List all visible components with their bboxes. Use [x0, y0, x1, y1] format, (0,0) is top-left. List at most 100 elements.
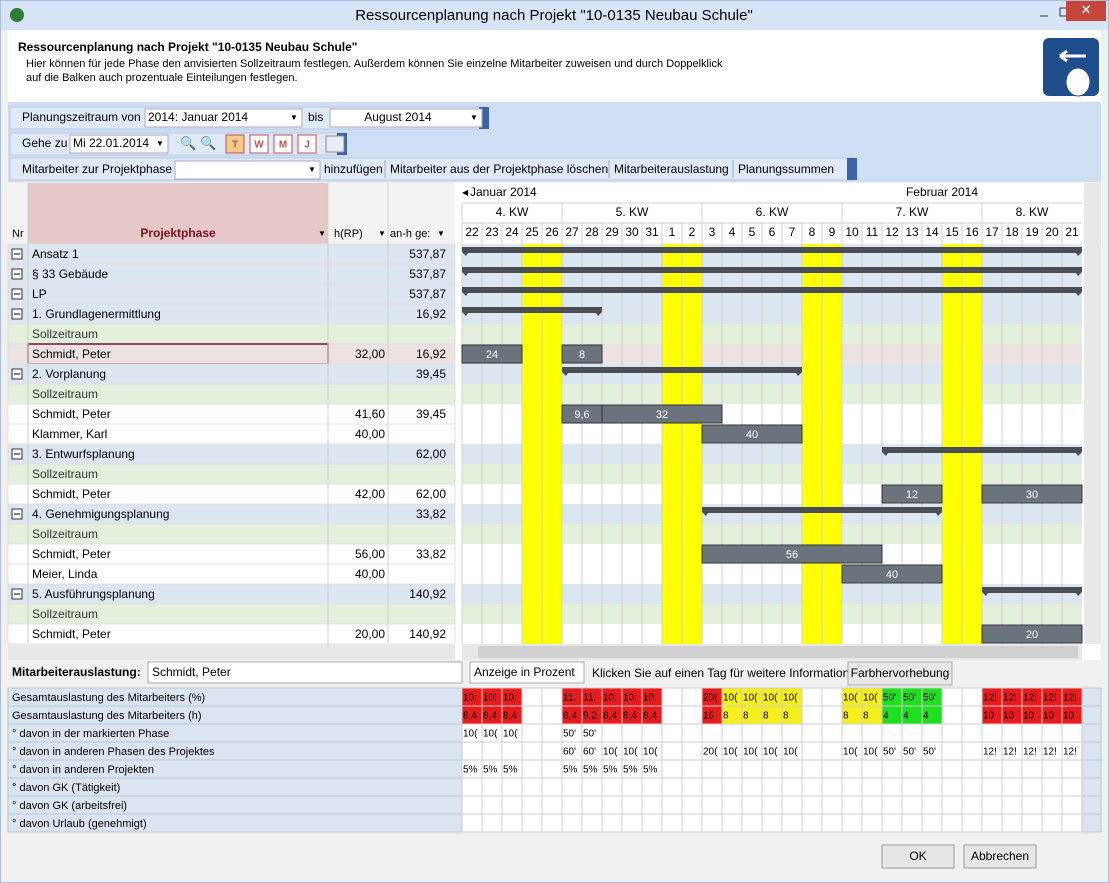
util-cell[interactable]: [1061, 723, 1083, 743]
dialog-button[interactable]: [881, 844, 955, 869]
assignment-bar[interactable]: [881, 484, 943, 504]
util-cell[interactable]: [881, 759, 903, 779]
util-cell[interactable]: [961, 813, 983, 833]
util-cell[interactable]: [921, 777, 943, 797]
row-label[interactable]: Sollzeitraum: [32, 527, 98, 541]
util-cell[interactable]: [461, 777, 483, 797]
util-cell[interactable]: [981, 723, 1003, 743]
util-cell[interactable]: [721, 759, 743, 779]
util-cell[interactable]: [801, 687, 823, 707]
util-cell[interactable]: [521, 813, 543, 833]
util-cell[interactable]: [801, 777, 823, 797]
util-cell[interactable]: [661, 813, 683, 833]
button[interactable]: [847, 661, 953, 686]
util-cell[interactable]: [741, 813, 763, 833]
row-label[interactable]: Sollzeitraum: [32, 387, 98, 401]
util-cell[interactable]: [641, 777, 663, 797]
row-label[interactable]: Schmidt, Peter: [32, 347, 111, 361]
util-cell[interactable]: [701, 795, 723, 815]
assignment-bar[interactable]: [601, 404, 723, 424]
util-cell[interactable]: [961, 687, 983, 707]
util-cell[interactable]: [621, 723, 643, 743]
row-label[interactable]: 4. Genehmigungsplanung: [32, 507, 169, 521]
util-cell[interactable]: [641, 723, 663, 743]
util-cell[interactable]: [561, 795, 583, 815]
util-cell[interactable]: [801, 813, 823, 833]
util-cell[interactable]: [1061, 759, 1083, 779]
util-cell[interactable]: [1041, 813, 1063, 833]
util-cell[interactable]: [661, 741, 683, 761]
util-cell[interactable]: [681, 705, 703, 725]
util-cell[interactable]: [901, 723, 923, 743]
util-cell[interactable]: [841, 777, 863, 797]
util-cell[interactable]: [821, 813, 843, 833]
util-cell[interactable]: [841, 795, 863, 815]
util-cell[interactable]: [961, 705, 983, 725]
row-label[interactable]: Schmidt, Peter: [32, 627, 111, 641]
util-cell[interactable]: [1001, 813, 1023, 833]
util-cell[interactable]: [801, 705, 823, 725]
util-cell[interactable]: [921, 813, 943, 833]
util-cell[interactable]: [901, 759, 923, 779]
util-cell[interactable]: [941, 777, 963, 797]
util-cell[interactable]: [641, 795, 663, 815]
row-label[interactable]: 3. Entwurfsplanung: [32, 447, 135, 461]
util-cell[interactable]: [821, 759, 843, 779]
scroll-thumb[interactable]: [478, 646, 1078, 658]
assignment-bar[interactable]: [841, 564, 943, 584]
util-cell[interactable]: [721, 723, 743, 743]
util-cell[interactable]: [681, 759, 703, 779]
util-cell[interactable]: [781, 723, 803, 743]
util-cell[interactable]: [461, 741, 483, 761]
util-cell[interactable]: [761, 813, 783, 833]
util-cell[interactable]: [921, 759, 943, 779]
view-button[interactable]: [297, 134, 317, 154]
assignment-bar[interactable]: [461, 344, 523, 364]
util-cell[interactable]: [821, 741, 843, 761]
util-cell[interactable]: [541, 723, 563, 743]
util-cell[interactable]: [541, 795, 563, 815]
util-cell[interactable]: [1041, 723, 1063, 743]
util-cell[interactable]: [541, 777, 563, 797]
util-cell[interactable]: [681, 741, 703, 761]
util-cell[interactable]: [501, 795, 523, 815]
util-cell[interactable]: [681, 723, 703, 743]
row-label[interactable]: Ansatz 1: [32, 247, 79, 261]
util-cell[interactable]: [661, 687, 683, 707]
util-cell[interactable]: [761, 723, 783, 743]
util-cell[interactable]: [721, 777, 743, 797]
util-cell[interactable]: [721, 813, 743, 833]
util-cell[interactable]: [1001, 777, 1023, 797]
util-cell[interactable]: [521, 759, 543, 779]
util-cell[interactable]: [601, 813, 623, 833]
row-label[interactable]: 5. Ausführungsplanung: [32, 587, 155, 601]
util-cell[interactable]: [501, 813, 523, 833]
row-label[interactable]: Meier, Linda: [32, 567, 98, 581]
util-cell[interactable]: [861, 723, 883, 743]
toolbar-overflow[interactable]: [479, 107, 489, 129]
close-button[interactable]: [1066, 1, 1106, 21]
util-cell[interactable]: [761, 795, 783, 815]
assignment-bar[interactable]: [981, 484, 1083, 504]
util-cell[interactable]: [761, 759, 783, 779]
util-cell[interactable]: [821, 723, 843, 743]
util-cell[interactable]: [661, 705, 683, 725]
view-button[interactable]: [249, 134, 269, 154]
util-cell[interactable]: [521, 795, 543, 815]
util-cell[interactable]: [821, 705, 843, 725]
util-cell[interactable]: [741, 795, 763, 815]
util-cell[interactable]: [1021, 723, 1043, 743]
dropdown[interactable]: [69, 134, 169, 154]
util-cell[interactable]: [461, 795, 483, 815]
view-button[interactable]: [273, 134, 293, 154]
util-cell[interactable]: [1021, 759, 1043, 779]
row-label[interactable]: § 33 Gebäude: [32, 267, 108, 281]
util-cell[interactable]: [521, 777, 543, 797]
util-cell[interactable]: [681, 687, 703, 707]
util-cell[interactable]: [521, 705, 543, 725]
column-header[interactable]: Projektphase: [140, 226, 216, 240]
util-cell[interactable]: [481, 741, 503, 761]
util-cell[interactable]: [721, 795, 743, 815]
util-cell[interactable]: [1041, 795, 1063, 815]
util-cell[interactable]: [541, 741, 563, 761]
